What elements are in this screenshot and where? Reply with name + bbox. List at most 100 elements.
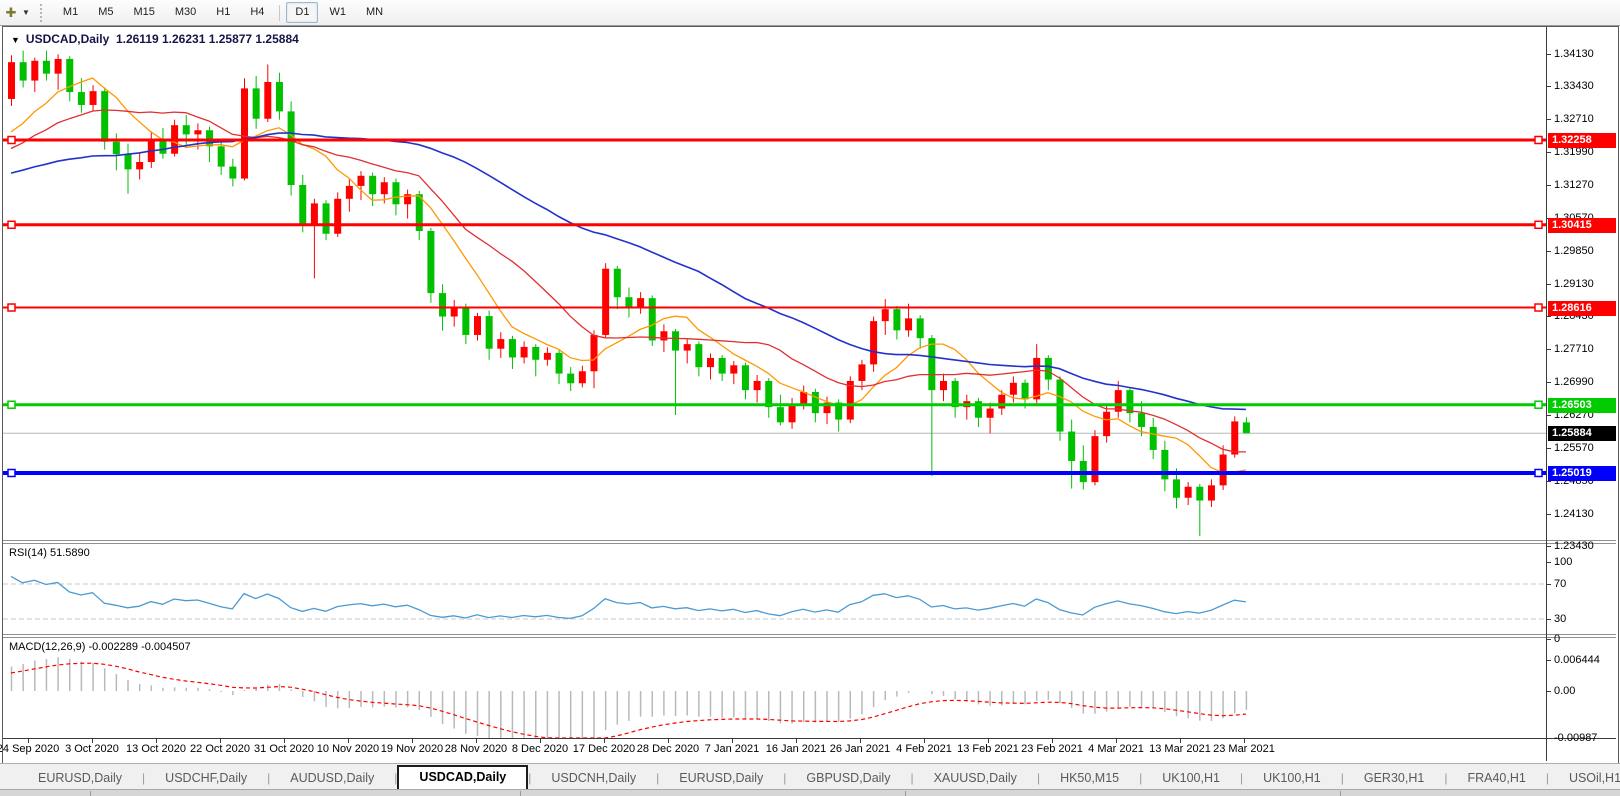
date-axis-tick — [92, 738, 93, 743]
tab-eurusd-daily[interactable]: EURUSD,Daily — [38, 771, 123, 785]
price-axis-tick — [1546, 382, 1551, 384]
price-axis-label: 1.32710 — [1554, 113, 1594, 126]
chart-window: ▼ USDCAD,Daily 1.26119 1.26231 1.25877 1.… — [0, 26, 1619, 764]
tab-usdcad-daily[interactable]: USDCAD,Daily — [397, 765, 529, 789]
timeframe-button-m5[interactable]: M5 — [98, 6, 114, 18]
timeframe-button-h1[interactable]: H1 — [216, 6, 231, 18]
price-axis-label: 1.31270 — [1554, 179, 1594, 192]
price-axis-label: 1.25570 — [1554, 441, 1594, 454]
tab-audusd-daily[interactable]: AUDUSD,Daily — [290, 771, 375, 785]
timeframe-button-m1[interactable]: M1 — [62, 6, 79, 18]
date-axis-label: 24 Sep 2020 — [0, 743, 60, 755]
current-price-box: 1.25884 — [1548, 426, 1616, 442]
rsi-axis-label: 70 — [1554, 578, 1567, 590]
timeframe-toolbar: ✚ ▼ M1 M5 M15 M30 H1 H4 D1 W1 MN — [0, 0, 1620, 26]
tab-separator: | — [142, 771, 146, 785]
price-axis-label: 1.29130 — [1554, 277, 1594, 290]
price-line-label-box: 1.26503 — [1548, 397, 1616, 413]
chart-collapse-icon[interactable]: ▼ — [11, 35, 20, 45]
price-axis-tick — [1546, 283, 1551, 285]
price-line-label-box: 1.25019 — [1548, 465, 1616, 481]
tab-usdcnh-daily[interactable]: USDCNH,Daily — [551, 771, 637, 785]
price-axis-border — [1546, 27, 1547, 761]
panel-separator[interactable] — [3, 637, 1616, 638]
tab-separator: | — [267, 771, 271, 785]
date-axis-label: 23 Mar 2021 — [1213, 743, 1275, 755]
tool-dropdown-arrow-icon[interactable]: ▼ — [22, 8, 30, 17]
candlestick-chart[interactable] — [3, 27, 1546, 540]
timeframe-button-h4[interactable]: H4 — [250, 6, 265, 18]
rsi-chart[interactable] — [3, 544, 1546, 634]
date-axis-label: 19 Nov 2020 — [380, 743, 444, 755]
price-axis-tick — [1546, 86, 1551, 88]
price-line-label-box: 1.30415 — [1548, 217, 1616, 233]
price-axis-tick — [1546, 546, 1551, 548]
price-axis-label: 1.24130 — [1554, 507, 1594, 520]
date-axis-label: 22 Oct 2020 — [190, 743, 250, 755]
date-axis-border — [3, 738, 1616, 739]
price-axis-label: 1.23430 — [1554, 540, 1594, 553]
price-axis-tick — [1546, 513, 1551, 515]
price-axis-tick — [1546, 185, 1551, 187]
tab-uk100-h1[interactable]: UK100,H1 — [1162, 771, 1220, 785]
price-axis-label: 1.31990 — [1554, 146, 1594, 159]
tab-xauusd-daily[interactable]: XAUUSD,Daily — [933, 771, 1017, 785]
panel-separator[interactable] — [3, 543, 1616, 544]
tab-hk50-m15[interactable]: HK50,M15 — [1060, 771, 1120, 785]
price-axis-label: 1.33430 — [1554, 80, 1594, 93]
tab-ger30-h1[interactable]: GER30,H1 — [1363, 771, 1425, 785]
rsi-axis-label: 100 — [1554, 556, 1573, 568]
date-axis-label: 31 Oct 2020 — [254, 743, 314, 755]
tab-usoil-h1[interactable]: USOil,H1 — [1568, 771, 1620, 785]
panel-separator[interactable] — [3, 540, 1616, 541]
date-axis-tick — [348, 738, 349, 743]
rsi-axis-tick — [1546, 639, 1551, 640]
date-axis-tick — [1244, 738, 1245, 743]
tab-separator: | — [1444, 771, 1448, 785]
chart-title: ▼ USDCAD,Daily 1.26119 1.26231 1.25877 1.… — [11, 32, 299, 46]
timeframe-button-mn[interactable]: MN — [365, 6, 384, 18]
price-axis-tick — [1546, 447, 1551, 449]
date-axis-label: 7 Jan 2021 — [704, 743, 760, 755]
price-axis-label: 1.26990 — [1554, 376, 1594, 389]
tab-gbpusd-daily[interactable]: GBPUSD,Daily — [806, 771, 891, 785]
date-axis-tick — [28, 738, 29, 743]
panel-separator[interactable] — [3, 634, 1616, 635]
tab-usdchf-daily[interactable]: USDCHF,Daily — [165, 771, 248, 785]
tab-uk100-h1[interactable]: UK100,H1 — [1263, 771, 1321, 785]
tab-eurusd-daily[interactable]: EURUSD,Daily — [679, 771, 764, 785]
timeframe-button-m15[interactable]: M15 — [133, 6, 155, 18]
crosshair-tool-icon[interactable]: ✚ — [5, 4, 17, 20]
macd-axis-tick — [1546, 691, 1551, 692]
date-axis-label: 26 Jan 2021 — [829, 743, 891, 755]
date-axis-label: 28 Nov 2020 — [444, 743, 508, 755]
date-axis-label: 23 Feb 2021 — [1021, 743, 1083, 755]
tab-separator: | — [656, 771, 660, 785]
date-axis-tick — [604, 738, 605, 743]
status-bar — [0, 789, 1620, 796]
date-axis-label: 28 Dec 2020 — [636, 743, 700, 755]
date-axis-label: 13 Feb 2021 — [957, 743, 1019, 755]
macd-axis-tick — [1546, 738, 1551, 739]
macd-axis-label: -0.00987 — [1554, 732, 1598, 744]
price-axis-label: 1.34130 — [1554, 47, 1594, 60]
date-axis-label: 13 Oct 2020 — [126, 743, 186, 755]
date-axis-tick — [668, 738, 669, 743]
price-axis-tick — [1546, 250, 1551, 252]
timeframe-button-m30[interactable]: M30 — [174, 6, 197, 18]
date-axis-label: 13 Mar 2021 — [1149, 743, 1211, 755]
date-axis-label: 4 Feb 2021 — [896, 743, 952, 755]
price-axis-tick — [1546, 316, 1551, 318]
macd-chart[interactable] — [3, 638, 1546, 738]
macd-axis-tick — [1546, 660, 1551, 661]
date-axis-tick — [220, 738, 221, 743]
timeframe-button-w1[interactable]: W1 — [329, 6, 346, 18]
tab-separator: | — [528, 771, 532, 785]
tab-separator: | — [1036, 771, 1041, 785]
tab-fra40-h1[interactable]: FRA40,H1 — [1467, 771, 1526, 785]
timeframe-button-d1[interactable]: D1 — [286, 2, 319, 23]
rsi-axis-label: 30 — [1554, 613, 1567, 625]
macd-axis-label: 0.006444 — [1554, 654, 1600, 666]
toolbar-grip — [39, 3, 47, 22]
